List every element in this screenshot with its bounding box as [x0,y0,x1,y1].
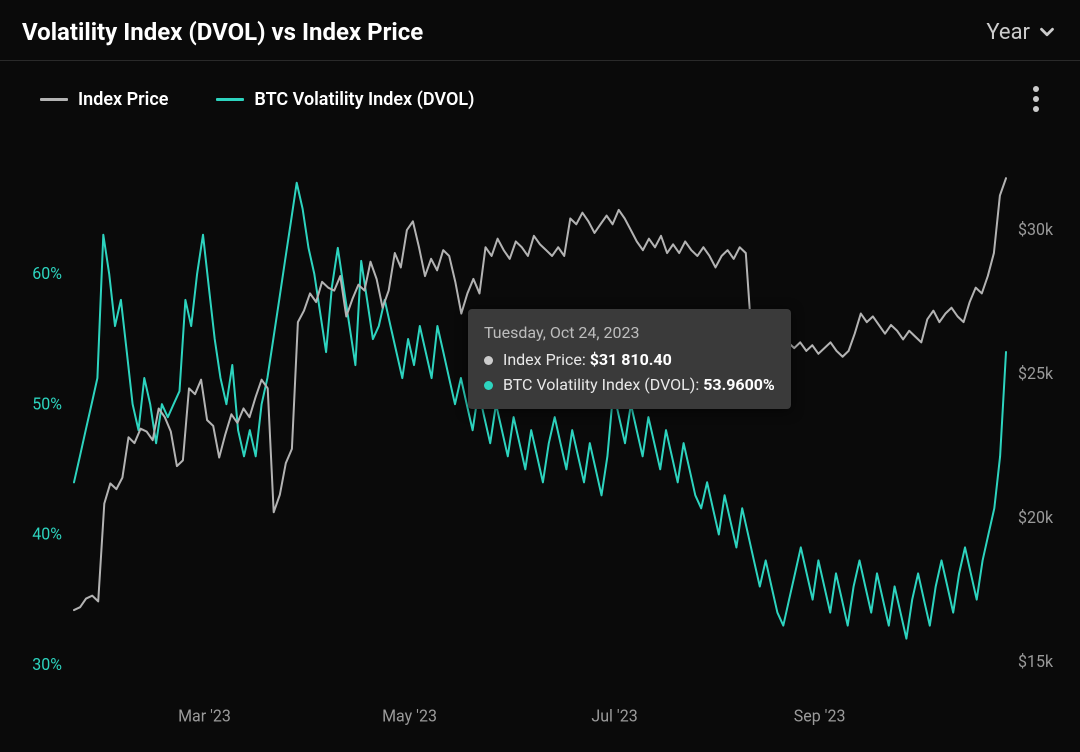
svg-text:May '23: May '23 [382,706,437,725]
svg-text:Jul '23: Jul '23 [591,706,637,725]
legend-item-dvol[interactable]: BTC Volatility Index (DVOL) [216,89,474,110]
svg-text:50%: 50% [32,394,62,413]
svg-text:$25k: $25k [1018,364,1054,383]
legend-swatch-series2 [216,98,244,101]
legend-label-series2: BTC Volatility Index (DVOL) [254,89,474,110]
svg-text:$15k: $15k [1018,652,1054,671]
legend-label-series1: Index Price [78,89,168,110]
svg-text:Sep '23: Sep '23 [794,706,846,725]
chart-header: Volatility Index (DVOL) vs Index Price Y… [0,0,1080,61]
period-label: Year [986,20,1030,45]
chart-area[interactable]: 30% 40% 50% 60% $15k $20k $25k $30k Mar '23 May '… [0,123,1080,752]
chevron-down-icon [1036,21,1058,43]
legend: Index Price BTC Volatility Index (DVOL) [0,61,1080,123]
svg-text:40%: 40% [32,524,62,543]
line-chart[interactable]: 30% 40% 50% 60% $15k $20k $25k $30k Mar '23 May '… [12,123,1068,732]
svg-text:30%: 30% [32,655,62,674]
svg-text:$20k: $20k [1018,508,1054,527]
svg-text:Mar '23: Mar '23 [178,706,231,725]
chart-title: Volatility Index (DVOL) vs Index Price [22,18,423,46]
legend-item-index-price[interactable]: Index Price [40,89,168,110]
svg-text:$30k: $30k [1018,220,1054,239]
legend-swatch-series1 [40,98,68,101]
svg-text:60%: 60% [32,264,62,283]
period-dropdown[interactable]: Year [986,20,1058,45]
kebab-menu-icon[interactable] [1032,85,1040,113]
